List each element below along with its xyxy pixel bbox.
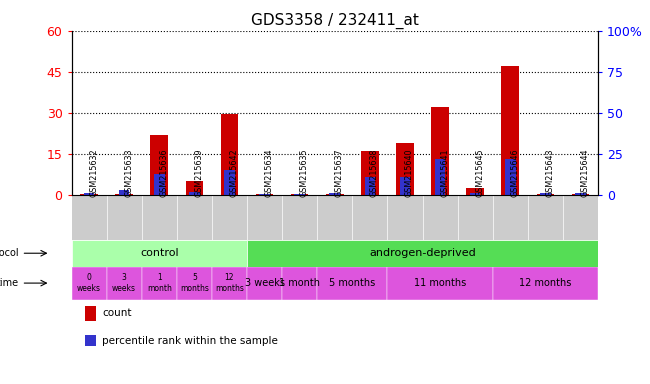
Bar (80, 194, 98, 195)
Text: GSM215645: GSM215645 (475, 149, 484, 197)
Bar (505, 159, 515, 195)
Text: percentile rank within the sample: percentile rank within the sample (102, 336, 278, 346)
Text: androgen-deprived: androgen-deprived (369, 248, 476, 258)
Bar (572, 194, 589, 195)
Text: GSM215646: GSM215646 (510, 149, 519, 197)
Bar (432, 108, 449, 195)
Bar (255, 194, 273, 195)
Bar (330, 194, 340, 195)
Text: growth protocol: growth protocol (0, 248, 19, 258)
Text: 3 weeks: 3 weeks (244, 278, 285, 288)
Bar (294, 194, 305, 195)
Bar (247, 266, 282, 300)
Text: time: time (0, 278, 19, 288)
Text: GSM215640: GSM215640 (405, 149, 414, 197)
Bar (282, 266, 317, 300)
Bar (259, 194, 270, 195)
Bar (365, 177, 375, 195)
Bar (361, 151, 379, 195)
Bar (224, 170, 235, 195)
Text: GSM215638: GSM215638 (370, 149, 379, 197)
Bar (142, 266, 177, 300)
Text: 5
months: 5 months (180, 273, 209, 293)
Bar (537, 194, 554, 195)
Text: GSM215632: GSM215632 (89, 149, 98, 197)
Text: 12 months: 12 months (519, 278, 571, 288)
Bar (470, 192, 480, 195)
Text: GSM215637: GSM215637 (335, 149, 344, 197)
Text: 0
weeks: 0 weeks (77, 273, 101, 293)
Text: GSM215644: GSM215644 (580, 149, 590, 197)
Bar (396, 143, 414, 195)
Bar (435, 159, 445, 195)
Bar (575, 194, 586, 195)
Text: count: count (102, 308, 131, 318)
Title: GDS3358 / 232411_at: GDS3358 / 232411_at (251, 13, 419, 29)
Bar (84, 194, 94, 195)
Bar (72, 240, 247, 266)
Bar (221, 114, 239, 195)
Bar (72, 266, 107, 300)
Bar (154, 174, 164, 195)
Text: GSM215635: GSM215635 (300, 149, 309, 197)
Bar (116, 194, 133, 195)
Text: 11 months: 11 months (414, 278, 466, 288)
Text: GSM215633: GSM215633 (124, 149, 133, 197)
Bar (540, 194, 551, 195)
Bar (177, 266, 212, 300)
Bar (467, 188, 484, 195)
Text: control: control (140, 248, 179, 258)
Bar (326, 194, 344, 195)
Text: GSM215642: GSM215642 (229, 149, 239, 197)
Bar (186, 181, 203, 195)
Text: 3
weeks: 3 weeks (112, 273, 136, 293)
Text: 5 months: 5 months (329, 278, 376, 288)
Bar (291, 194, 309, 195)
Bar (107, 266, 142, 300)
Bar (502, 66, 519, 195)
Text: 1
month: 1 month (147, 273, 172, 293)
Text: GSM215634: GSM215634 (265, 149, 274, 197)
Text: GSM215643: GSM215643 (545, 149, 554, 197)
Bar (400, 177, 410, 195)
Bar (387, 266, 493, 300)
Bar (317, 266, 387, 300)
Bar (212, 266, 247, 300)
Bar (150, 135, 168, 195)
Text: GSM215636: GSM215636 (159, 149, 168, 197)
Text: 12
months: 12 months (215, 273, 244, 293)
Text: GSM215641: GSM215641 (440, 149, 449, 197)
Text: GSM215639: GSM215639 (194, 149, 203, 197)
Bar (493, 266, 598, 300)
Bar (189, 192, 200, 195)
Bar (119, 190, 129, 195)
Text: 1 month: 1 month (279, 278, 320, 288)
Bar (247, 240, 598, 266)
